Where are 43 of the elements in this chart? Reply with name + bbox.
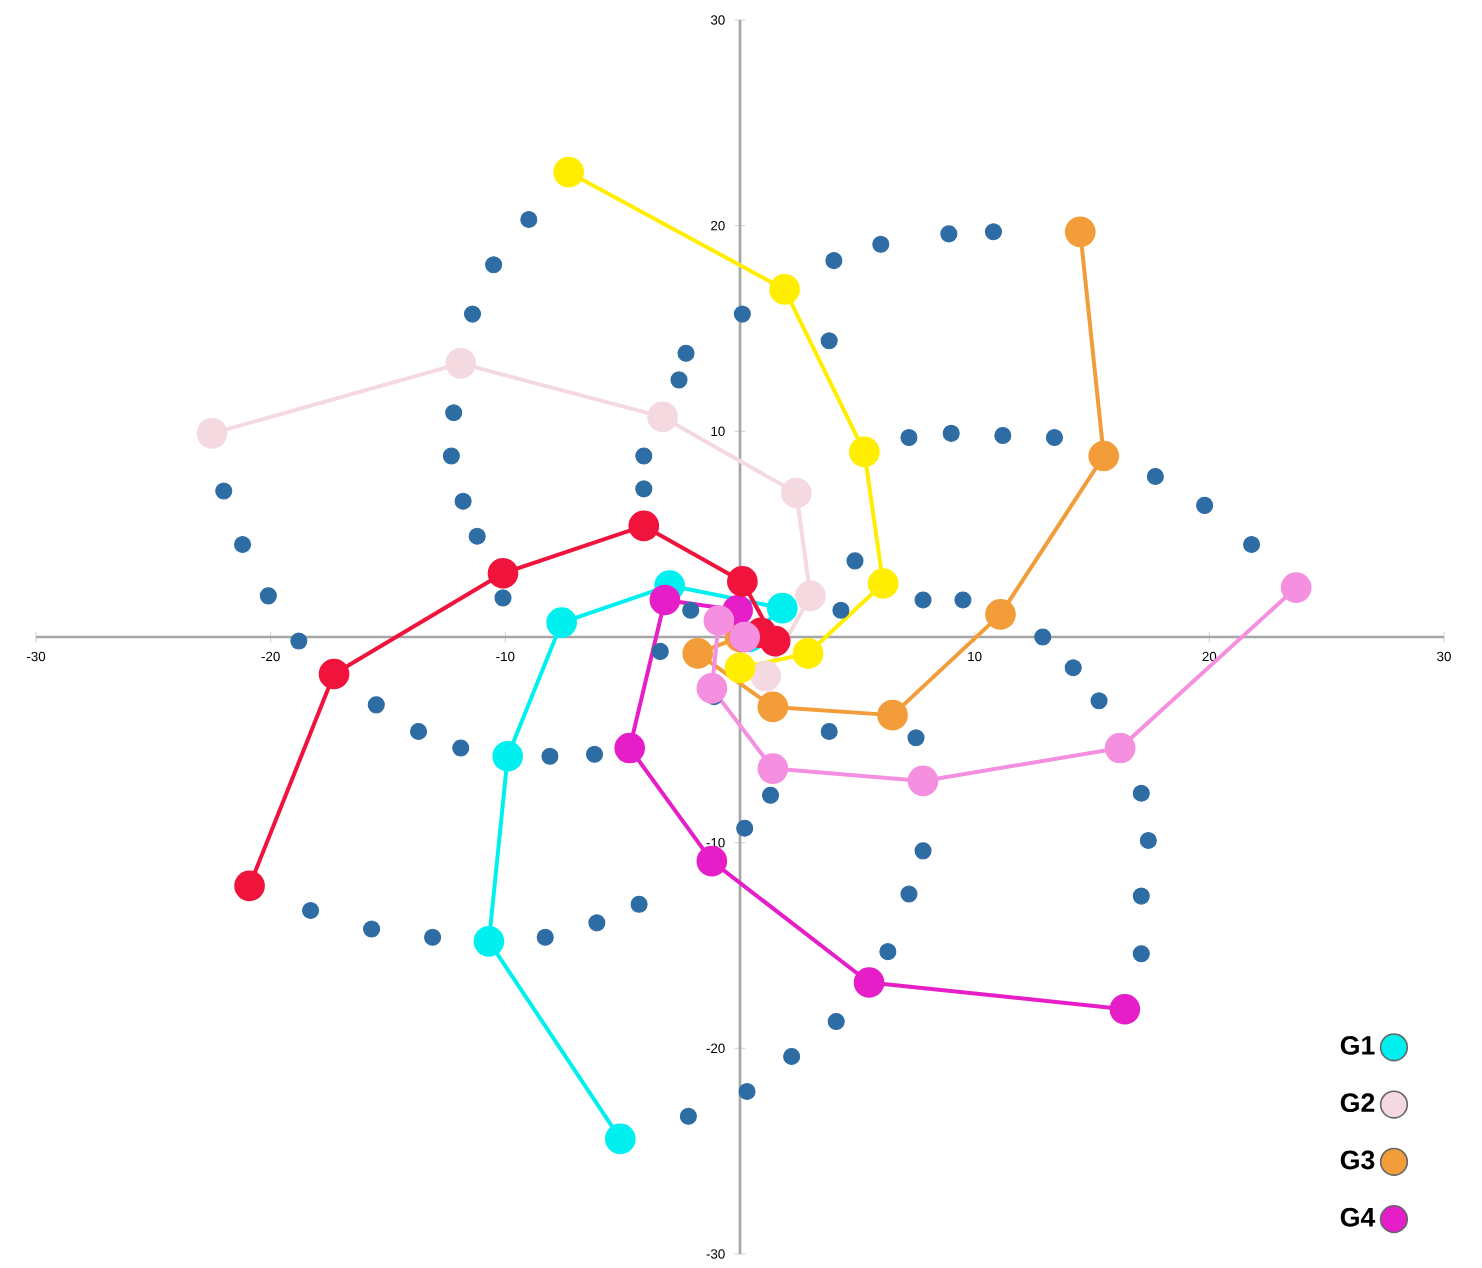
point xyxy=(546,607,577,638)
point xyxy=(553,156,585,188)
legend-label: G1 xyxy=(1340,1035,1375,1055)
point xyxy=(614,732,646,764)
point xyxy=(649,584,681,616)
point xyxy=(604,1123,636,1155)
point xyxy=(750,660,782,692)
point xyxy=(849,436,880,468)
point xyxy=(696,845,728,877)
point xyxy=(647,401,678,433)
point xyxy=(628,510,660,542)
point xyxy=(792,638,824,669)
point xyxy=(724,652,756,684)
point xyxy=(1088,440,1120,472)
point xyxy=(877,699,908,731)
legend-label: G3 xyxy=(1340,1150,1375,1170)
point xyxy=(473,926,505,957)
point xyxy=(1109,993,1141,1025)
point xyxy=(196,418,228,449)
point xyxy=(492,740,524,772)
point xyxy=(769,274,800,305)
point xyxy=(703,605,735,636)
point xyxy=(1064,216,1096,248)
point xyxy=(234,870,265,902)
point xyxy=(867,568,899,599)
point xyxy=(907,765,939,797)
legend-label: G2 xyxy=(1340,1093,1375,1113)
point xyxy=(1104,732,1136,764)
point xyxy=(853,967,885,998)
point xyxy=(766,592,798,624)
point xyxy=(1280,572,1312,603)
point xyxy=(780,477,812,509)
point xyxy=(757,753,789,784)
point xyxy=(445,348,477,379)
point xyxy=(985,599,1016,630)
point xyxy=(757,691,789,723)
legend-label: G4 xyxy=(1340,1207,1376,1227)
point xyxy=(682,638,714,669)
point xyxy=(487,557,519,589)
point xyxy=(696,673,728,704)
point xyxy=(727,566,758,597)
point xyxy=(318,658,350,690)
point xyxy=(795,580,826,612)
